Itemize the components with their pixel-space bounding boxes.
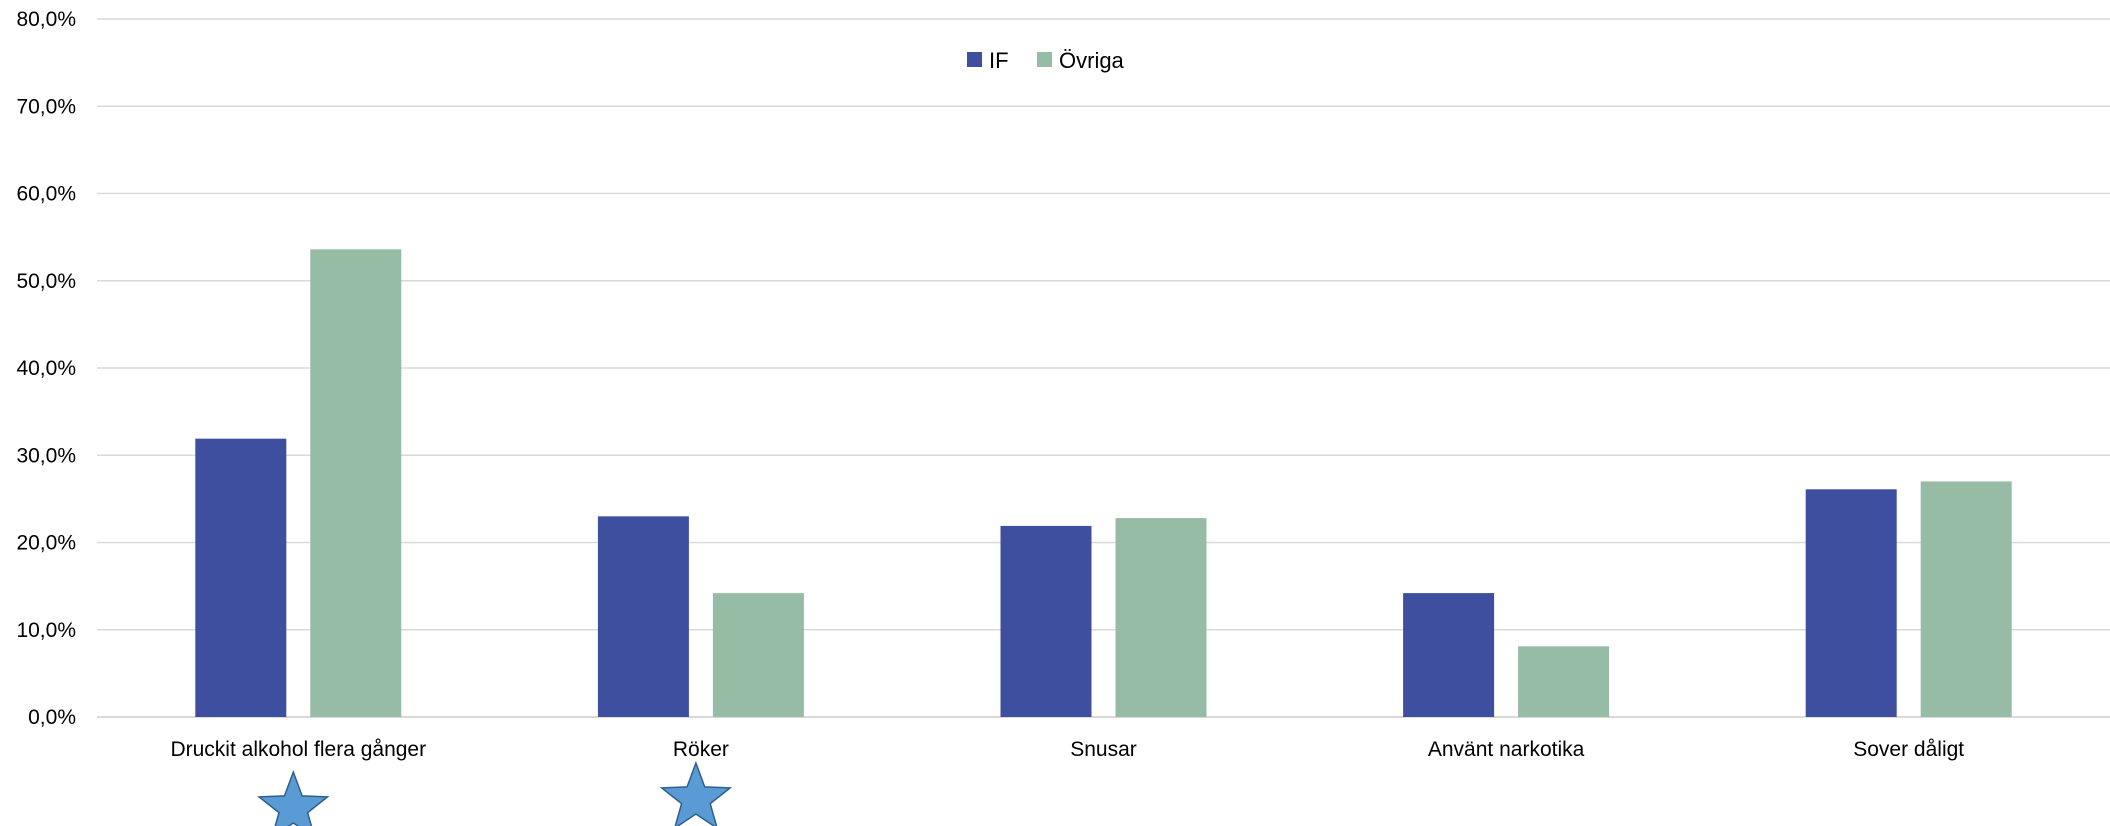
- y-axis-ticks: 0,0% 10,0% 20,0% 30,0% 40,0% 50,0% 60,0% 70,0% 8…: [16, 8, 76, 729]
- star-icon: [659, 760, 733, 826]
- bar-ovriga: [310, 249, 402, 717]
- gridlines: [97, 18, 2110, 718]
- bar-ovriga: [1518, 646, 1610, 717]
- legend-swatch: [1037, 52, 1052, 67]
- y-tick-label: 60,0%: [16, 183, 76, 206]
- bar-if: [195, 438, 287, 717]
- bars: [195, 249, 2012, 717]
- bar-ovriga: [712, 593, 804, 717]
- y-tick-label: 0,0%: [28, 706, 76, 729]
- legend-label: Övriga: [1059, 48, 1125, 73]
- bar-if: [597, 516, 689, 717]
- x-tick-label: Använt narkotika: [1428, 738, 1585, 761]
- annotations: [257, 760, 733, 826]
- legend-label: IF: [989, 48, 1009, 73]
- bar-if: [1805, 489, 1897, 717]
- x-tick-label: Druckit alkohol flera gånger: [170, 738, 426, 761]
- star-icon: [257, 769, 330, 826]
- legend-item-ovriga: Övriga: [1037, 48, 1125, 73]
- x-tick-label: Sover dåligt: [1853, 738, 1964, 761]
- bar-ovriga: [1115, 518, 1207, 717]
- legend-item-if: IF: [967, 48, 1009, 73]
- y-tick-label: 20,0%: [16, 532, 76, 555]
- y-tick-label: 80,0%: [16, 8, 76, 31]
- y-tick-label: 40,0%: [16, 357, 76, 380]
- x-axis-labels: Druckit alkohol flera gånger Röker Snusar A…: [170, 738, 1964, 761]
- y-tick-label: 50,0%: [16, 270, 76, 293]
- y-tick-label: 30,0%: [16, 444, 76, 467]
- x-tick-label: Snusar: [1070, 738, 1137, 761]
- y-tick-label: 70,0%: [16, 95, 76, 118]
- legend-swatch: [967, 52, 982, 67]
- bar-ovriga: [1920, 481, 2012, 717]
- legend: IF Övriga: [967, 48, 1125, 73]
- y-tick-label: 10,0%: [16, 619, 76, 642]
- bar-if: [1403, 593, 1495, 717]
- bar-if: [1000, 525, 1092, 717]
- x-tick-label: Röker: [673, 738, 729, 761]
